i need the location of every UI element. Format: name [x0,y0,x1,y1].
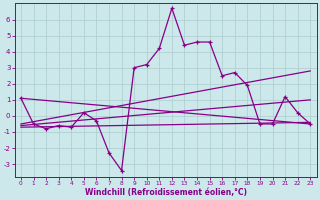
X-axis label: Windchill (Refroidissement éolien,°C): Windchill (Refroidissement éolien,°C) [84,188,247,197]
